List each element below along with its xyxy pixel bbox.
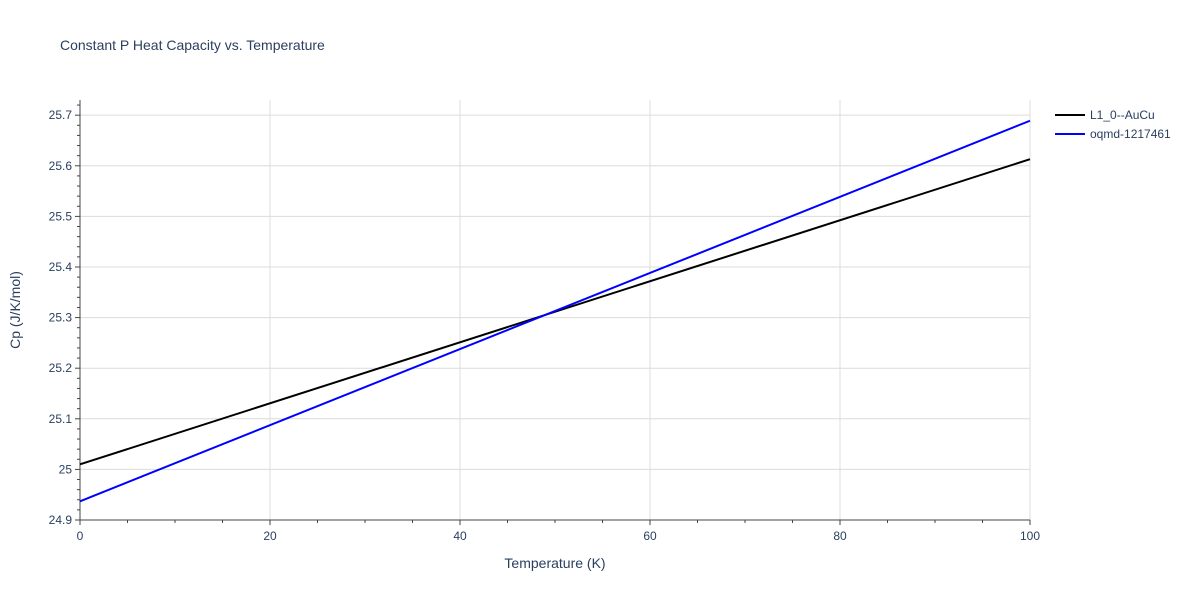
series-layer (79, 119, 1031, 503)
x-tick-label: 100 (1020, 529, 1040, 543)
axis-layer: 0 20 40 60 80 100 24.9 25 25.1 25.2 25.3 25.4 25.5 25… (49, 100, 1040, 543)
y-tick-label: 25 (59, 462, 73, 476)
y-tick-label: 25.6 (49, 159, 73, 173)
x-axis-label: Temperature (K) (504, 555, 605, 571)
series-line (79, 119, 1031, 503)
y-tick-label: 25.5 (49, 209, 73, 223)
legend-item[interactable]: oqmd-1217461 (1055, 127, 1171, 141)
legend[interactable]: L1_0--AuCu oqmd-1217461 (1055, 108, 1171, 141)
x-tick-label: 80 (833, 529, 847, 543)
x-tick-label: 60 (643, 529, 657, 543)
y-tick-label: 24.9 (49, 513, 73, 527)
legend-label: oqmd-1217461 (1090, 127, 1171, 141)
legend-label: L1_0--AuCu (1090, 108, 1155, 122)
y-tick-label: 25.4 (49, 260, 73, 274)
x-tick-label: 20 (263, 529, 277, 543)
grid-layer (80, 100, 1031, 520)
y-axis-label: Cp (J/K/mol) (7, 271, 23, 349)
x-tick-label: 40 (453, 529, 467, 543)
chart-title: Constant P Heat Capacity vs. Temperature (60, 37, 325, 53)
y-tick-label: 25.1 (49, 412, 73, 426)
x-tick-label: 0 (77, 529, 84, 543)
y-tick-label: 25.3 (49, 311, 73, 325)
y-tick-label: 25.2 (49, 361, 73, 375)
y-tick-label: 25.7 (49, 108, 73, 122)
legend-item[interactable]: L1_0--AuCu (1055, 108, 1155, 122)
